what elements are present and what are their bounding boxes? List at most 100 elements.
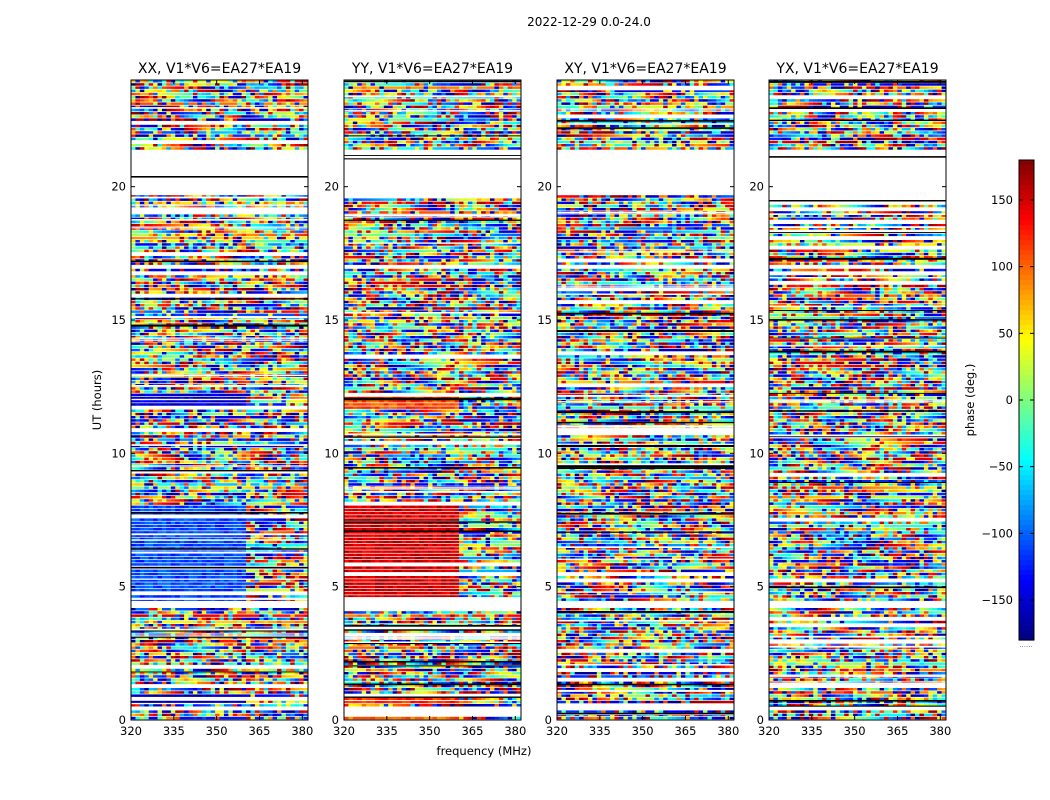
colorbar-segment [1019,585,1034,591]
colorbar-segment [1019,390,1034,396]
colorbar-segment [1019,220,1034,226]
y-tick-label: 20 [537,180,552,194]
colorbar-segment [1019,350,1034,356]
colorbar-segment [1019,420,1034,426]
phase-heatmap [344,80,521,720]
x-tick-label: 380 [929,724,951,738]
colorbar-segment [1019,485,1034,491]
panel-yy: YY, V1*V6=EA27*EA19 320 335 350 365 380 0 5 10 15… [324,61,526,738]
colorbar-segment [1019,545,1034,551]
colorbar-segment [1019,620,1034,626]
colorbar-segment [1019,530,1034,536]
colorbar-segment [1019,590,1034,596]
colorbar-segment [1019,385,1034,391]
panel-title: XY, V1*V6=EA27*EA19 [564,61,726,77]
panel-title: YY, V1*V6=EA27*EA19 [351,61,513,77]
y-tick-label: 15 [111,313,126,327]
panel-yx: YX, V1*V6=EA27*EA19 320 335 350 365 380 0 5 10 15… [749,61,951,738]
y-tick-label: 20 [111,180,126,194]
y-axis-label: UT (hours) [90,370,104,430]
y-tick-label: 5 [545,580,552,594]
y-tick-label: 20 [749,180,764,194]
y-tick-label: 15 [537,313,552,327]
x-tick-label: 335 [589,724,611,738]
colorbar-tick-label: 150 [991,193,1013,207]
colorbar-segment [1019,410,1034,416]
colorbar-segment [1019,330,1034,336]
colorbar-segment [1019,325,1034,331]
colorbar-segment [1019,430,1034,436]
colorbar-segment [1019,280,1034,286]
colorbar-segment [1019,480,1034,486]
colorbar-segment [1019,175,1034,181]
colorbar-segment [1019,495,1034,501]
x-tick-label: 380 [504,724,526,738]
figure-title: 2022-12-29 0.0-24.0 [527,15,651,29]
colorbar-segment [1019,550,1034,556]
x-tick-label: 335 [163,724,185,738]
x-tick-label: 350 [419,724,441,738]
y-tick-label: 0 [545,713,552,727]
x-axis-label: frequency (MHz) [437,744,532,758]
colorbar-segment [1019,335,1034,341]
x-tick-label: 365 [248,724,270,738]
colorbar-segment [1019,535,1034,541]
colorbar-tick-label: −150 [981,593,1013,607]
colorbar-segment [1019,225,1034,231]
colorbar-segment [1019,405,1034,411]
x-tick-label: 320 [758,724,780,738]
colorbar-segment [1019,615,1034,621]
colorbar-segment [1019,465,1034,471]
colorbar-segment [1019,455,1034,461]
colorbar-segment [1019,190,1034,196]
colorbar-segment [1019,305,1034,311]
colorbar-segment [1019,160,1034,166]
y-tick-label: 5 [119,580,126,594]
y-tick-label: 15 [324,313,339,327]
colorbar-segment [1019,460,1034,466]
colorbar-segment [1019,610,1034,616]
colorbar-tick-label: 0 [1006,393,1013,407]
x-tick-label: 350 [206,724,228,738]
colorbar-segment [1019,440,1034,446]
phase-heatmap [557,80,734,720]
phase-heatmap [131,80,308,720]
panel-frame [556,79,735,721]
colorbar-segment [1019,340,1034,346]
colorbar-segment [1019,360,1034,366]
colorbar: 150 100 50 0 −50 −100 −150 [981,159,1035,641]
colorbar-segment [1019,395,1034,401]
colorbar-segment [1019,275,1034,281]
colorbar-segment [1019,180,1034,186]
colorbar-segment [1019,475,1034,481]
y-tick-label: 0 [332,713,339,727]
colorbar-segment [1019,565,1034,571]
colorbar-segment [1019,185,1034,191]
x-tick-label: 380 [717,724,739,738]
colorbar-segment [1019,435,1034,441]
colorbar-segment [1019,595,1034,601]
panels: XX, V1*V6=EA27*EA19 320 335 350 365 380 0 5 10 15… [111,61,951,738]
colorbar-segment [1019,370,1034,376]
x-tick-label: 365 [674,724,696,738]
colorbar-tick-label: 50 [998,326,1013,340]
colorbar-segment [1019,300,1034,306]
colorbar-segment [1019,555,1034,561]
panel-frame [768,79,947,721]
colorbar-segment [1019,425,1034,431]
panel-title: XX, V1*V6=EA27*EA19 [138,61,301,77]
x-tick-label: 335 [376,724,398,738]
colorbar-segment [1019,210,1034,216]
colorbar-segment [1019,380,1034,386]
colorbar-segment [1019,265,1034,271]
y-tick-label: 10 [324,446,339,460]
colorbar-segment [1019,375,1034,381]
colorbar-tick-label: −50 [989,460,1013,474]
y-tick-label: 5 [332,580,339,594]
colorbar-segment [1019,505,1034,511]
x-tick-label: 320 [120,724,142,738]
colorbar-segment [1019,245,1034,251]
colorbar-segment [1019,625,1034,631]
colorbar-segment [1019,320,1034,326]
